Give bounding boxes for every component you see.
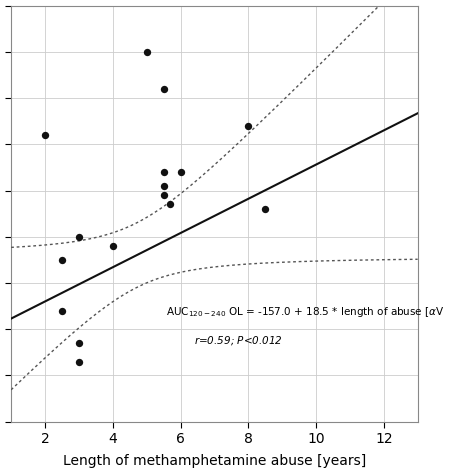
Point — [160, 182, 167, 190]
Point — [143, 48, 150, 55]
Text: AUC$_{120-240}$ OL = -157.0 + 18.5 * length of abuse [$\alpha$V: AUC$_{120-240}$ OL = -157.0 + 18.5 * len… — [165, 305, 444, 319]
Point — [160, 85, 167, 92]
Point — [160, 191, 167, 199]
Point — [75, 339, 82, 347]
Text: $r$=0.59; $P$<0.012: $r$=0.59; $P$<0.012 — [194, 334, 283, 347]
Point — [160, 168, 167, 176]
Point — [109, 242, 117, 250]
Point — [261, 205, 269, 213]
Point — [58, 256, 66, 264]
Point — [245, 122, 252, 129]
X-axis label: Length of methamphetamine abuse [years]: Length of methamphetamine abuse [years] — [63, 455, 366, 468]
Point — [41, 131, 49, 139]
Point — [177, 168, 184, 176]
Point — [75, 233, 82, 240]
Point — [166, 201, 174, 208]
Point — [75, 358, 82, 365]
Point — [58, 307, 66, 315]
